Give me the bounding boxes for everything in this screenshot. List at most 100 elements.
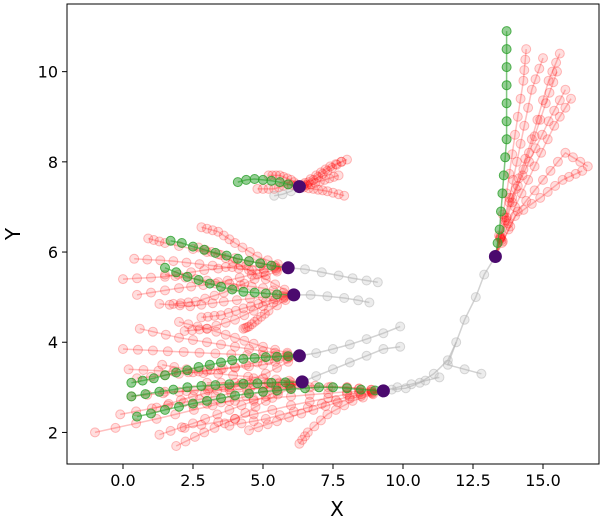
history-point	[176, 238, 187, 248]
y-tick-label: 2	[48, 423, 58, 442]
prediction-point	[239, 310, 250, 321]
current-position-marker	[488, 250, 502, 263]
prediction-point	[505, 221, 516, 232]
future-point	[420, 375, 431, 386]
future-point	[378, 328, 389, 339]
prediction-point	[146, 287, 156, 298]
prediction-line	[243, 294, 295, 330]
prediction-point	[336, 156, 347, 167]
prediction-point	[132, 344, 143, 355]
prediction-point	[218, 296, 229, 307]
prediction-point	[302, 427, 313, 438]
prediction-point	[543, 75, 554, 86]
prediction-point	[308, 404, 319, 415]
prediction-point	[196, 299, 207, 310]
prediction-point	[507, 192, 518, 203]
future-line	[301, 345, 401, 383]
prediction-point	[325, 161, 336, 172]
prediction-point	[244, 425, 254, 436]
prediction-point	[526, 198, 537, 209]
prediction-point	[224, 404, 235, 415]
history-point	[227, 355, 238, 366]
prediction-point	[260, 274, 271, 285]
history-point	[182, 271, 193, 282]
current-position-marker	[295, 375, 309, 389]
x-tick-label: 12.5	[455, 471, 491, 490]
prediction-point	[577, 165, 588, 176]
prediction-point	[230, 341, 240, 352]
prediction-line	[136, 267, 289, 296]
current-position-marker	[292, 349, 306, 363]
prediction-point	[248, 416, 259, 427]
prediction-point	[260, 368, 271, 379]
history-point	[272, 351, 282, 362]
prediction-point	[330, 404, 341, 415]
prediction-point	[523, 174, 534, 185]
history-point	[137, 375, 148, 386]
prediction-point	[207, 225, 218, 236]
prediction-point	[300, 431, 310, 442]
prediction-point	[190, 296, 201, 307]
prediction-point	[168, 298, 179, 309]
prediction-point	[216, 310, 226, 321]
history-point	[154, 386, 165, 397]
future-point	[361, 334, 372, 345]
prediction-point	[512, 180, 523, 191]
prediction-point	[339, 190, 350, 201]
prediction-line	[299, 161, 342, 188]
prediction-point	[256, 311, 267, 322]
prediction-point	[582, 161, 593, 172]
prediction-line	[494, 57, 544, 257]
axis-ticks: 0.0 2.5 5.0 7.5 10.0 12.5 15.0 2 4 6 8 10	[38, 63, 561, 490]
prediction-point	[547, 66, 558, 77]
prediction-point	[314, 176, 325, 187]
prediction-point	[230, 305, 241, 316]
prediction-point	[179, 422, 190, 433]
prediction-point	[244, 321, 254, 332]
prediction-point	[233, 263, 244, 274]
prediction-point	[242, 322, 253, 333]
future-point	[392, 382, 403, 393]
prediction-point	[213, 368, 224, 379]
future-point	[305, 289, 316, 300]
prediction-point	[243, 371, 254, 382]
prediction-point	[535, 192, 546, 203]
prediction-point	[305, 179, 316, 190]
history-point	[258, 386, 268, 397]
future-point	[277, 189, 288, 200]
prediction-point	[180, 436, 191, 447]
prediction-point	[240, 407, 251, 418]
prediction-point	[252, 314, 263, 325]
prediction-point	[160, 329, 171, 340]
prediction-point	[323, 392, 334, 403]
prediction-point	[183, 319, 194, 330]
history-point	[266, 377, 277, 388]
prediction-point	[322, 409, 333, 420]
prediction-point	[146, 272, 156, 283]
history-point	[314, 382, 324, 393]
history-point	[498, 170, 509, 181]
prediction-point	[228, 370, 239, 381]
history-point	[188, 241, 198, 252]
future-point	[269, 190, 280, 201]
future-point	[459, 364, 470, 375]
history-point	[501, 26, 512, 37]
prediction-point	[272, 266, 282, 277]
future-point	[311, 348, 322, 359]
prediction-point	[560, 102, 571, 113]
history-point	[132, 411, 142, 422]
prediction-point	[123, 364, 134, 375]
prediction-point	[507, 197, 518, 208]
prediction-line	[494, 53, 561, 257]
prediction-line	[494, 151, 589, 257]
prediction-point	[288, 406, 299, 417]
prediction-point	[540, 98, 551, 109]
history-point	[182, 382, 193, 393]
current-position-layer	[281, 180, 502, 398]
history-point	[255, 258, 266, 269]
prediction-point	[530, 74, 541, 85]
prediction-point	[236, 418, 247, 429]
prediction-point	[548, 77, 559, 88]
prediction-point	[317, 185, 328, 196]
prediction-point	[213, 263, 224, 274]
